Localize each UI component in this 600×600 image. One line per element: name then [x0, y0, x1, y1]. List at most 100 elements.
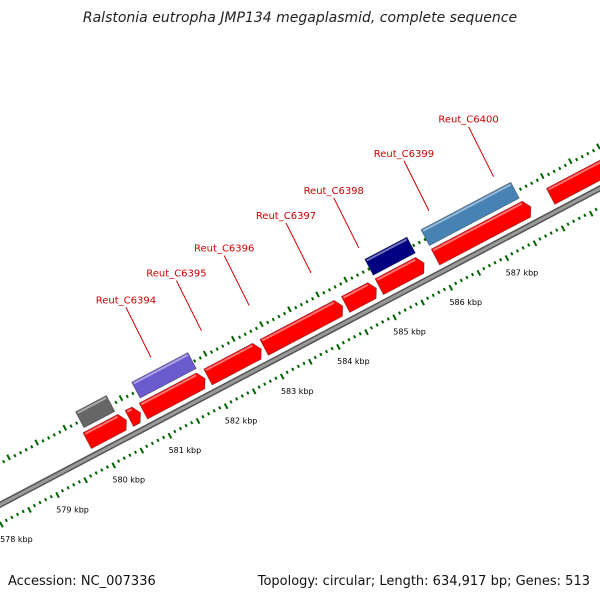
tick-bottom: [15, 512, 20, 517]
tick-top: [193, 359, 197, 363]
gene-leader-line: [223, 255, 250, 306]
tick-top: [355, 273, 360, 277]
kbp-label: 583 kbp: [281, 387, 314, 396]
kbp-label: 579 kbp: [56, 505, 89, 514]
tick-top: [282, 311, 287, 316]
gene-arrow-7: [340, 282, 377, 313]
gene-label: Reut_C6398: [304, 186, 364, 197]
gene-label: Reut_C6399: [374, 149, 434, 160]
gene-leader-line: [333, 197, 360, 249]
tick-bottom: [156, 438, 160, 443]
tick-bottom: [560, 225, 566, 232]
tick-bottom: [431, 293, 435, 298]
tick-bottom: [499, 257, 503, 262]
tick-top: [13, 453, 17, 458]
gene-arrow-10: [420, 181, 520, 247]
tick-bottom: [369, 326, 374, 330]
tick-bottom: [77, 480, 81, 484]
tick-top: [238, 335, 242, 340]
tick-bottom: [117, 459, 121, 463]
gene-label: Reut_C6397: [256, 211, 316, 222]
tick-top: [209, 350, 214, 354]
tick-top: [221, 344, 225, 348]
gene-arrow-9: [374, 256, 425, 296]
gene-highlight: [547, 161, 600, 191]
gene-leader-line: [285, 222, 312, 274]
tick-top: [254, 326, 259, 331]
tick-top: [417, 240, 421, 245]
gene-label: Reut_C6394: [96, 295, 156, 306]
tick-bottom: [566, 222, 570, 227]
tick-top: [125, 394, 129, 399]
tick-top: [18, 450, 23, 455]
tick-bottom: [470, 272, 475, 277]
tick-bottom: [313, 355, 317, 360]
gene-highlight: [140, 374, 197, 406]
tick-top: [226, 341, 230, 345]
gene-arrow-0: [74, 394, 116, 429]
gene-highlight: [126, 408, 133, 413]
tick-bottom: [173, 429, 177, 434]
tick-bottom: [454, 281, 458, 286]
gene-arrow-6: [259, 299, 344, 356]
tick-top: [518, 187, 523, 191]
kbp-label: 581 kbp: [169, 446, 202, 455]
tick-bottom: [150, 441, 154, 446]
tick-top: [277, 314, 281, 319]
tick-bottom: [588, 210, 594, 217]
tick-top: [539, 172, 545, 180]
tick-bottom: [459, 278, 463, 283]
gene-highlight: [133, 354, 189, 385]
tick-bottom: [263, 382, 267, 386]
tick-bottom: [476, 269, 482, 277]
tick-top: [243, 332, 247, 337]
tick-bottom: [72, 483, 76, 487]
gene-arrow-12: [545, 159, 600, 205]
tick-top: [259, 320, 264, 328]
tick-top: [552, 169, 556, 174]
tick-bottom: [246, 391, 250, 395]
tick-bottom: [55, 491, 60, 499]
tick-top: [412, 243, 416, 248]
tick-bottom: [392, 314, 397, 321]
tick-top: [249, 329, 253, 334]
tick-bottom: [375, 323, 379, 327]
gene-label: Reut_C6396: [194, 244, 254, 255]
tick-top: [41, 439, 45, 443]
tick-bottom: [364, 329, 369, 336]
tick-top: [322, 291, 326, 295]
tick-top: [305, 299, 309, 304]
tick-bottom: [10, 515, 14, 520]
tick-top: [198, 356, 202, 360]
tick-bottom: [583, 213, 587, 218]
tick-bottom: [403, 308, 407, 312]
tick-top: [62, 424, 68, 431]
gene-highlight: [366, 238, 408, 262]
tick-bottom: [105, 465, 110, 469]
tick-bottom: [229, 400, 233, 404]
tick-top: [333, 285, 337, 289]
gene-arrow-3: [131, 352, 197, 399]
tick-bottom: [543, 234, 548, 238]
gene-arrow-11: [430, 200, 532, 266]
topology-summary: Topology: circular; Length: 634,917 bp; …: [257, 574, 590, 589]
gene-arrow-8: [364, 236, 416, 276]
tick-bottom: [308, 358, 313, 365]
tick-bottom: [178, 426, 183, 431]
backbone-line: [0, 186, 600, 507]
kbp-label: 584 kbp: [337, 357, 370, 366]
tick-bottom: [60, 488, 65, 493]
kbp-label: 585 kbp: [393, 328, 426, 337]
tick-top: [367, 267, 371, 271]
tick-bottom: [515, 249, 520, 253]
tick-bottom: [296, 364, 300, 369]
tick-bottom: [572, 219, 576, 224]
tick-bottom: [184, 423, 188, 428]
tick-bottom: [465, 275, 469, 280]
tick-bottom: [521, 246, 525, 250]
tick-bottom: [218, 406, 222, 410]
tick-bottom: [195, 417, 201, 425]
tick-top: [575, 157, 579, 162]
tick-bottom: [83, 477, 88, 484]
